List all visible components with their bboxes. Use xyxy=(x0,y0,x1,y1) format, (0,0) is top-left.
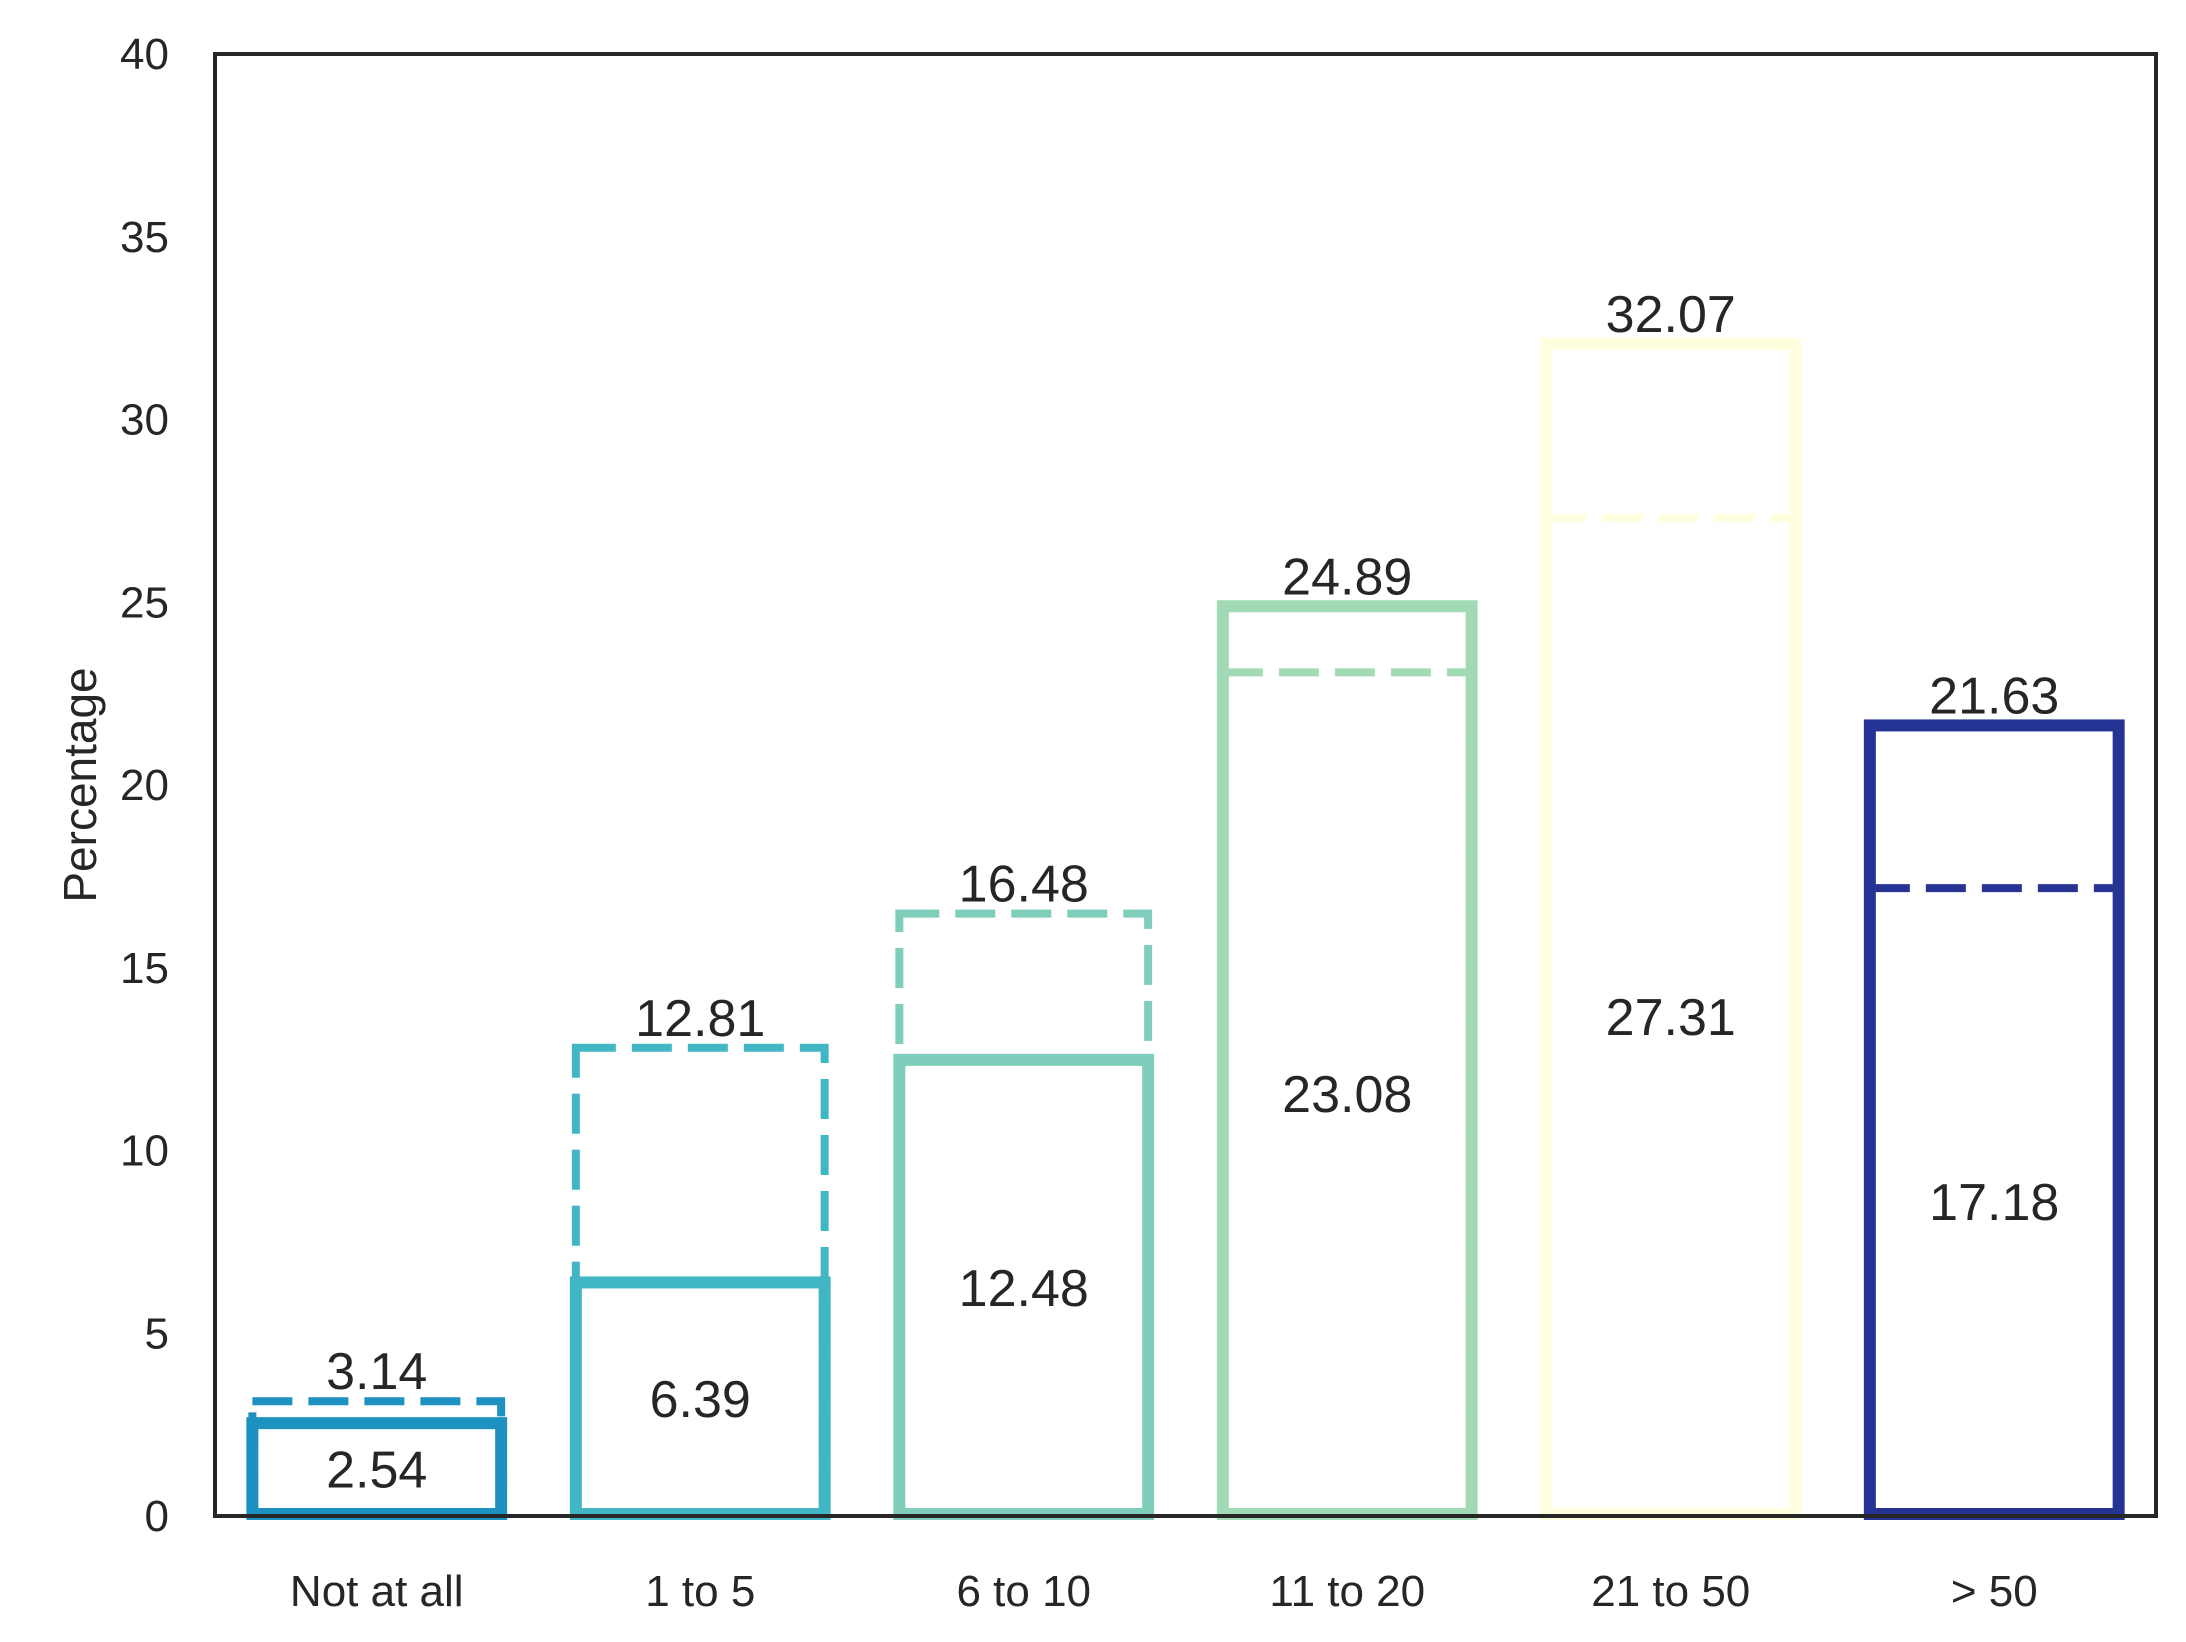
bar-value-label: 27.31 xyxy=(1606,989,1736,1047)
y-tick-label: 15 xyxy=(120,944,169,993)
y-tick-label: 30 xyxy=(120,396,169,445)
y-tick-label: 5 xyxy=(145,1309,169,1358)
bar-value-label: 3.14 xyxy=(326,1343,427,1401)
y-axis-label: Percentage xyxy=(54,667,106,902)
bar-value-label: 17.18 xyxy=(1929,1174,2059,1232)
x-tick-label: Not at all xyxy=(290,1567,464,1616)
y-tick-label: 40 xyxy=(120,30,169,79)
bar-solid xyxy=(1863,719,2125,1520)
x-tick-label: 11 to 20 xyxy=(1269,1567,1425,1616)
y-tick-label: 10 xyxy=(120,1127,169,1176)
bar-value-label: 21.63 xyxy=(1929,667,2059,725)
bar-value-label: 2.54 xyxy=(326,1442,427,1500)
bars-layer xyxy=(246,337,2125,1521)
bar-solid xyxy=(1216,600,1478,1520)
bar-value-label: 23.08 xyxy=(1282,1066,1412,1124)
y-axis-ticks: 0 5 10 15 20 25 30 35 40 xyxy=(120,30,169,1541)
x-tick-label: 21 to 50 xyxy=(1591,1567,1750,1616)
x-tick-label: > 50 xyxy=(1951,1567,2038,1616)
bar-value-label: 32.07 xyxy=(1606,286,1736,344)
y-tick-label: 25 xyxy=(120,578,169,627)
y-tick-label: 35 xyxy=(120,213,169,262)
bar-value-label: 12.81 xyxy=(635,990,765,1048)
y-tick-label: 20 xyxy=(120,761,169,810)
plot-frame xyxy=(213,52,2158,1518)
bar-value-label: 16.48 xyxy=(959,856,1089,914)
bar-dashed xyxy=(571,1043,829,1519)
bar-dashed xyxy=(895,909,1153,1518)
bar-value-label: 12.48 xyxy=(959,1260,1089,1318)
bar-value-label: 24.89 xyxy=(1282,548,1412,606)
bar-value-label: 6.39 xyxy=(650,1371,751,1429)
x-tick-label: 6 to 10 xyxy=(956,1567,1091,1616)
x-tick-label: 1 to 5 xyxy=(645,1567,755,1616)
y-tick-label: 0 xyxy=(145,1492,169,1541)
bar-value-labels: 2.54 3.14 6.39 12.81 12.48 16.48 23.08 24.89 27.… xyxy=(326,286,2059,1500)
bar-dashed xyxy=(1865,884,2123,1518)
x-axis-ticks: Not at all 1 to 5 6 to 10 11 to 20 21 to 50 >… xyxy=(290,1567,2038,1616)
